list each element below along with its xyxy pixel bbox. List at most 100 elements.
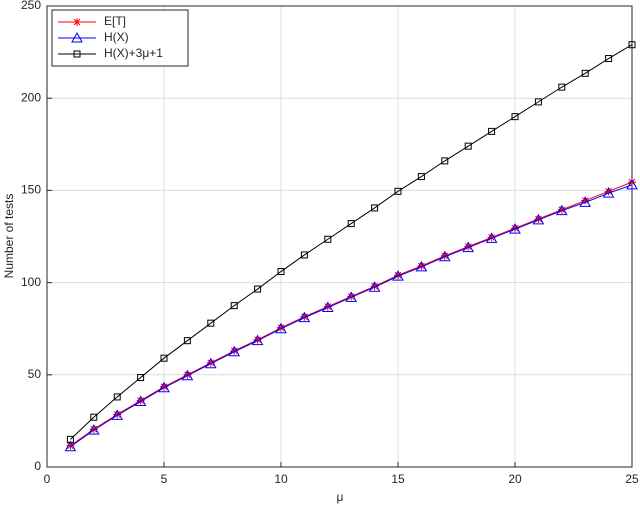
marker xyxy=(628,178,636,187)
legend-label: H(X)+3μ+1 xyxy=(104,46,163,60)
marker xyxy=(487,233,496,242)
marker xyxy=(90,413,98,421)
marker xyxy=(485,232,498,243)
y-tick-label: 0 xyxy=(34,459,41,473)
marker xyxy=(254,285,262,293)
marker xyxy=(417,173,425,181)
marker xyxy=(345,291,358,302)
marker xyxy=(300,312,309,321)
plot-frame xyxy=(46,5,633,468)
marker xyxy=(462,241,475,253)
marker xyxy=(347,220,355,228)
marker xyxy=(251,334,264,346)
marker xyxy=(298,311,311,323)
marker xyxy=(253,335,262,344)
y-tick-label: 50 xyxy=(28,367,42,381)
marker xyxy=(581,196,590,205)
marker xyxy=(509,223,521,234)
marker xyxy=(628,41,636,49)
y-tick-label: 100 xyxy=(21,275,41,289)
marker xyxy=(511,113,519,121)
marker xyxy=(558,83,566,91)
marker xyxy=(324,235,332,243)
marker xyxy=(488,127,496,135)
marker xyxy=(89,425,98,434)
marker xyxy=(347,292,356,301)
marker xyxy=(604,187,613,196)
marker xyxy=(228,345,241,357)
marker xyxy=(111,409,124,420)
marker xyxy=(532,213,545,225)
marker xyxy=(534,214,543,223)
marker xyxy=(66,435,74,443)
marker xyxy=(87,424,100,435)
marker xyxy=(207,319,215,327)
marker xyxy=(555,204,568,216)
marker xyxy=(230,346,239,355)
marker xyxy=(71,31,83,43)
marker xyxy=(438,250,451,262)
x-tick-label: 0 xyxy=(44,472,51,486)
legend-label: H(X) xyxy=(104,30,129,44)
marker xyxy=(181,369,194,381)
x-tick-label: 15 xyxy=(391,472,405,486)
marker xyxy=(579,196,592,207)
marker xyxy=(275,322,287,334)
marker xyxy=(137,374,145,382)
marker xyxy=(277,323,285,332)
marker xyxy=(605,55,613,63)
marker xyxy=(277,268,285,276)
marker xyxy=(415,260,428,272)
marker xyxy=(113,410,122,419)
marker xyxy=(66,441,75,450)
marker xyxy=(440,251,449,260)
marker xyxy=(64,440,77,452)
marker xyxy=(113,393,121,401)
marker xyxy=(392,270,404,281)
x-tick-label: 10 xyxy=(274,472,288,486)
legend: E[T] H(X) H(X)+3μ+1 xyxy=(51,9,189,67)
x-axis-label: μ xyxy=(337,490,344,504)
marker xyxy=(511,224,519,233)
y-axis-label: Number of tests xyxy=(2,194,16,279)
marker xyxy=(581,69,589,77)
marker xyxy=(204,357,217,369)
marker xyxy=(73,50,81,58)
y-tick-label: 150 xyxy=(21,183,41,197)
y-tick-label: 250 xyxy=(21,0,41,12)
marker xyxy=(160,382,168,391)
series-line xyxy=(70,44,633,440)
marker xyxy=(158,381,170,393)
x-tick-label: 20 xyxy=(508,472,522,486)
marker xyxy=(134,395,147,407)
marker xyxy=(183,370,192,379)
series-line xyxy=(70,184,633,448)
marker xyxy=(557,205,566,214)
x-tick-label: 5 xyxy=(161,472,168,486)
marker xyxy=(73,18,81,26)
legend-label: E[T] xyxy=(104,14,126,28)
x-tick-label: 25 xyxy=(625,472,639,486)
marker xyxy=(370,282,379,291)
marker xyxy=(321,301,334,312)
marker xyxy=(417,262,426,271)
marker xyxy=(464,242,473,251)
marker xyxy=(206,358,215,367)
marker xyxy=(371,204,379,212)
marker xyxy=(626,178,638,190)
marker xyxy=(136,396,145,405)
marker xyxy=(394,271,402,280)
marker xyxy=(602,187,615,198)
marker xyxy=(394,187,402,195)
marker xyxy=(464,142,472,150)
marker xyxy=(300,251,308,259)
marker xyxy=(534,98,542,106)
marker xyxy=(323,302,332,311)
marker xyxy=(230,302,238,310)
marker xyxy=(368,281,381,292)
marker xyxy=(183,337,191,345)
marker xyxy=(160,354,168,362)
marker xyxy=(441,157,449,165)
